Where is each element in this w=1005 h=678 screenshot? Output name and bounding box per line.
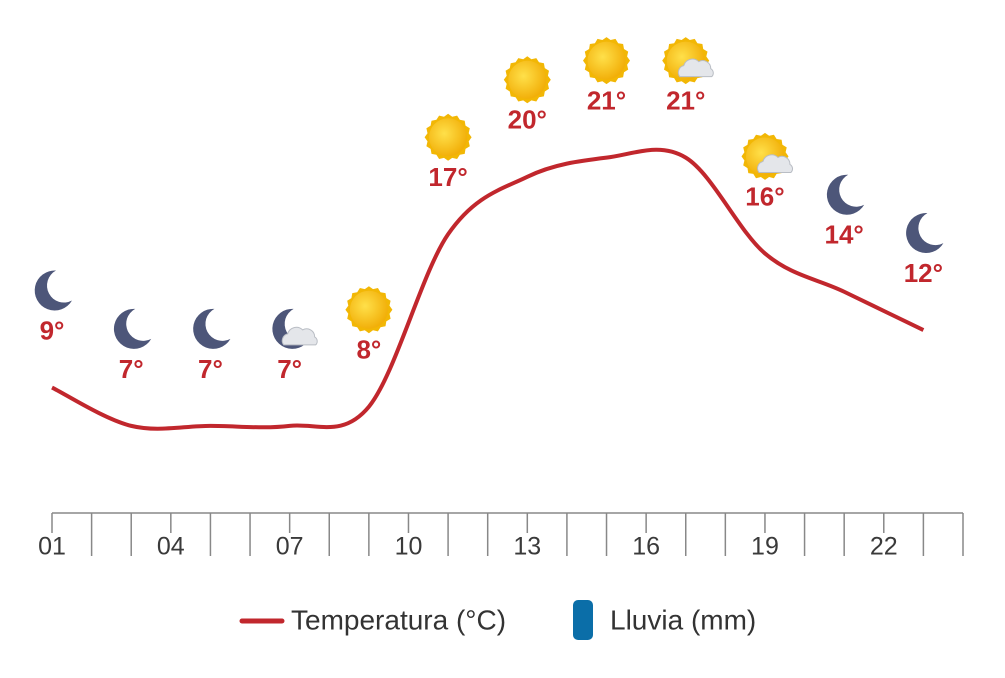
sun-core bbox=[429, 118, 468, 157]
legend-label: Lluvia (mm) bbox=[610, 604, 756, 635]
value-label: 21° bbox=[666, 86, 705, 116]
x-tick-label: 07 bbox=[276, 533, 304, 561]
weather-icon bbox=[503, 56, 551, 104]
weather-icon bbox=[272, 308, 318, 349]
value-label: 7° bbox=[277, 354, 302, 384]
value-label: 20° bbox=[508, 105, 547, 135]
cloud bbox=[281, 326, 318, 346]
weather-icon bbox=[113, 308, 152, 349]
weather-icon bbox=[345, 286, 393, 334]
moon bbox=[193, 308, 231, 349]
sun-core bbox=[508, 60, 547, 99]
x-tick-label: 10 bbox=[395, 533, 423, 561]
x-tick-label: 19 bbox=[751, 533, 779, 561]
value-label: 7° bbox=[198, 354, 223, 384]
legend-label: Temperatura (°C) bbox=[291, 604, 506, 635]
weather-icon bbox=[826, 174, 865, 215]
weather-icon bbox=[741, 132, 793, 180]
weather-icon bbox=[193, 308, 231, 349]
temperature-line bbox=[51, 147, 925, 431]
sun-core bbox=[349, 290, 388, 329]
weather-icon bbox=[662, 37, 714, 85]
value-label: 16° bbox=[745, 181, 784, 211]
value-label: 14° bbox=[825, 220, 864, 250]
moon bbox=[906, 213, 944, 254]
moon bbox=[113, 308, 152, 349]
cloud bbox=[677, 58, 714, 78]
cloud bbox=[757, 154, 793, 173]
value-label: 9° bbox=[40, 315, 65, 345]
value-label: 17° bbox=[428, 162, 467, 192]
moon bbox=[272, 308, 310, 349]
x-tick-label: 01 bbox=[38, 533, 66, 561]
x-tick-label: 16 bbox=[632, 533, 660, 561]
weather-icon bbox=[583, 37, 630, 85]
legend-swatch bbox=[573, 600, 593, 640]
moon bbox=[34, 270, 72, 311]
sun-core bbox=[587, 41, 626, 80]
value-label: 21° bbox=[587, 86, 626, 116]
x-tick-label: 22 bbox=[870, 533, 898, 561]
weather-icon bbox=[424, 113, 472, 161]
moon bbox=[826, 174, 865, 215]
value-label: 8° bbox=[356, 335, 381, 365]
value-label: 7° bbox=[119, 354, 144, 384]
x-tick-label: 13 bbox=[513, 533, 541, 561]
weather-icon bbox=[34, 270, 72, 311]
weather-icon bbox=[906, 213, 944, 254]
value-label: 12° bbox=[904, 258, 943, 288]
x-tick-label: 04 bbox=[157, 533, 185, 561]
